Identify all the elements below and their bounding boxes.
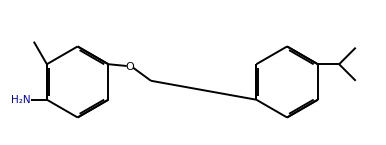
Text: H₂N: H₂N (11, 95, 30, 105)
Text: O: O (125, 62, 134, 72)
